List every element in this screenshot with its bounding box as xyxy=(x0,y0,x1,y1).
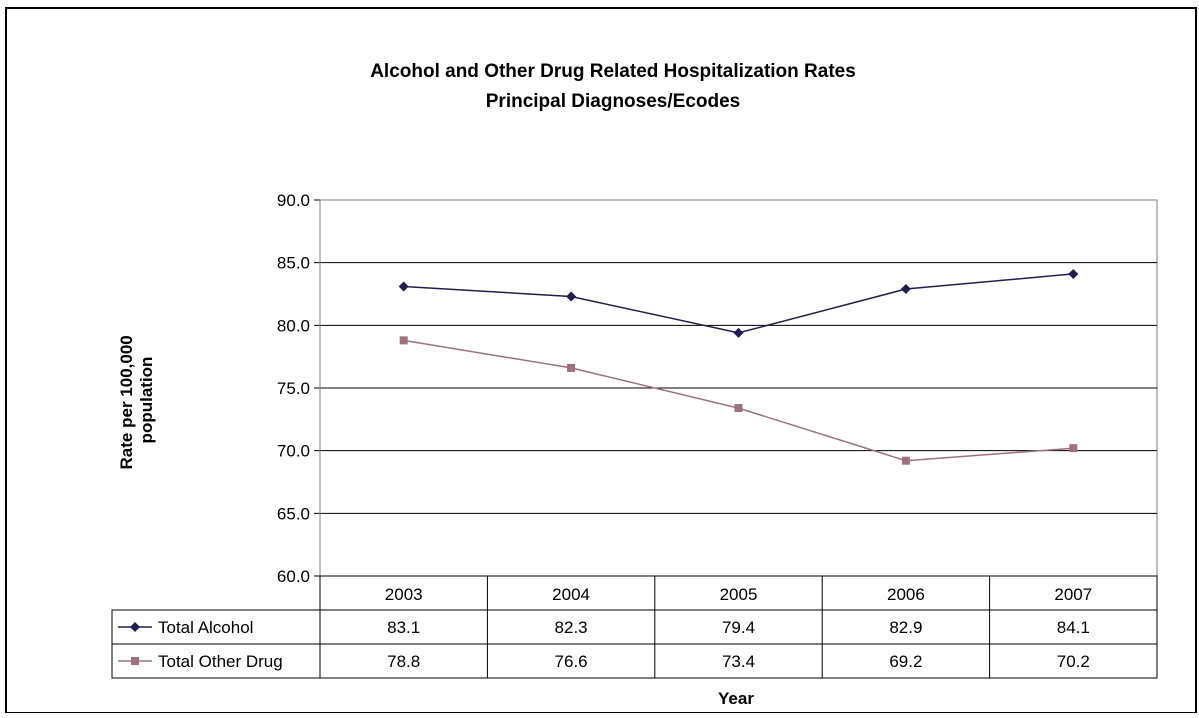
y-tick-label: 75.0 xyxy=(277,379,310,398)
legend-label-total-alcohol: Total Alcohol xyxy=(158,618,253,637)
x-category-label: 2007 xyxy=(1054,585,1092,604)
data-label-total-other-drug: 76.6 xyxy=(555,652,588,671)
y-tick-label: 90.0 xyxy=(277,191,310,210)
data-label-total-other-drug: 70.2 xyxy=(1057,652,1090,671)
y-tick-label: 60.0 xyxy=(277,567,310,586)
y-axis-title-line-2: population xyxy=(137,357,156,444)
y-tick-label: 70.0 xyxy=(277,442,310,461)
plot-area: 60.0 65.0 70.0 75.0 80.0 85.0 90.0 xyxy=(277,191,1158,586)
data-point-total-other-drug xyxy=(399,336,408,345)
legend-label-total-other-drug: Total Other Drug xyxy=(158,652,283,671)
data-point-total-other-drug xyxy=(567,363,576,372)
data-label-total-other-drug: 69.2 xyxy=(889,652,922,671)
legend-marker-total-other-drug xyxy=(131,657,139,665)
x-category-label: 2004 xyxy=(552,585,590,604)
data-label-total-alcohol: 82.9 xyxy=(889,618,922,637)
data-point-total-alcohol xyxy=(398,281,409,292)
data-label-total-alcohol: 79.4 xyxy=(722,618,755,637)
x-axis-title: Year xyxy=(718,689,754,708)
data-label-total-alcohol: 83.1 xyxy=(387,618,420,637)
data-label-total-alcohol: 82.3 xyxy=(555,618,588,637)
data-label-total-other-drug: 78.8 xyxy=(387,652,420,671)
y-axis-title-line-1: Rate per 100,000 xyxy=(117,335,136,469)
data-point-total-alcohol xyxy=(900,283,911,294)
x-category-label: 2003 xyxy=(385,585,423,604)
y-tick-label: 80.0 xyxy=(277,316,310,335)
y-tick-label: 85.0 xyxy=(277,254,310,273)
data-point-total-other-drug xyxy=(734,404,743,413)
data-point-total-other-drug xyxy=(901,456,910,465)
data-label-total-other-drug: 73.4 xyxy=(722,652,755,671)
data-table: 2003 2004 2005 2006 2007 Total Alcohol 83.1 82.… xyxy=(111,575,1158,679)
x-category-label: 2005 xyxy=(720,585,758,604)
data-point-total-other-drug xyxy=(1069,444,1078,453)
x-category-label: 2006 xyxy=(887,585,925,604)
y-axis-title: Rate per 100,000 population xyxy=(117,331,156,470)
data-point-total-alcohol xyxy=(733,327,744,338)
data-point-total-alcohol xyxy=(566,291,577,302)
data-point-total-alcohol xyxy=(1068,268,1079,279)
chart-title: Alcohol and Other Drug Related Hospitali… xyxy=(370,61,856,82)
data-label-total-alcohol: 84.1 xyxy=(1057,618,1090,637)
legend-marker-total-alcohol xyxy=(130,622,140,632)
y-tick-label: 65.0 xyxy=(277,504,310,523)
chart-subtitle: Principal Diagnoses/Ecodes xyxy=(486,91,740,112)
